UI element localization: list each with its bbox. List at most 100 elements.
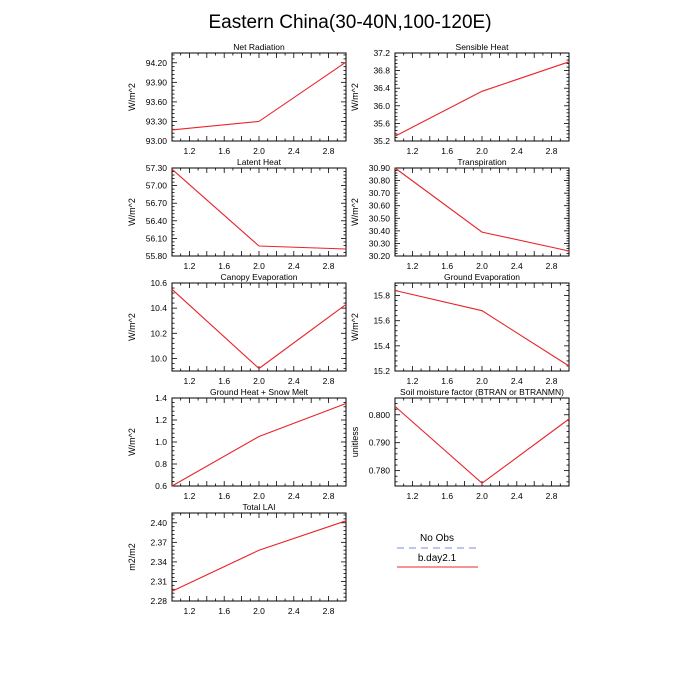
series-line-model: [394, 61, 570, 137]
y-axis-label: W/m^2: [350, 313, 360, 341]
y-tick-label: 0.790: [369, 438, 391, 448]
y-axis-label: unitless: [350, 426, 360, 457]
series-line-model: [394, 289, 570, 367]
y-axis-label: W/m^2: [127, 313, 137, 341]
x-tick-label: 1.2: [183, 376, 195, 386]
x-tick-label: 1.2: [406, 261, 418, 271]
x-tick-label: 2.4: [288, 376, 300, 386]
y-tick-label: 0.8: [155, 459, 167, 469]
x-tick-label: 1.6: [441, 146, 453, 156]
panel-title: Ground Heat + Snow Melt: [210, 387, 309, 397]
y-tick-label: 2.28: [150, 596, 167, 606]
x-tick-label: 1.6: [218, 261, 230, 271]
x-tick-label: 2.4: [511, 491, 523, 501]
y-tick-label: 35.6: [373, 118, 390, 128]
y-tick-label: 36.0: [373, 101, 390, 111]
y-tick-label: 30.50: [369, 213, 391, 223]
y-tick-label: 10.6: [150, 278, 167, 288]
series-line-model: [394, 167, 570, 252]
y-tick-label: 93.30: [146, 116, 168, 126]
y-tick-label: 0.6: [155, 481, 167, 491]
y-tick-label: 30.20: [369, 251, 391, 261]
y-tick-label: 30.30: [369, 238, 391, 248]
x-tick-label: 1.2: [406, 491, 418, 501]
series-line-model: [171, 168, 347, 250]
y-tick-label: 36.8: [373, 66, 390, 76]
x-tick-label: 2.0: [253, 606, 265, 616]
x-tick-label: 2.8: [323, 376, 335, 386]
plot-frame: [171, 397, 347, 487]
panel-title: Soil moisture factor (BTRAN or BTRANMN): [400, 387, 564, 397]
y-tick-label: 36.4: [373, 83, 390, 93]
y-axis-label: W/m^2: [127, 428, 137, 456]
plot-frame: [394, 167, 570, 257]
panel-1: Net Radiation W/m^2 1.2 1.6 2.0 2.4 2.8 93.00 93…: [127, 42, 347, 156]
series-line-model: [394, 405, 570, 484]
y-tick-label: 2.40: [150, 518, 167, 528]
x-tick-label: 2.4: [288, 261, 300, 271]
y-tick-label: 56.40: [146, 216, 168, 226]
panels: Net Radiation W/m^2 1.2 1.6 2.0 2.4 2.8 93.00 93…: [127, 42, 570, 616]
panel-9: Total LAI m2/m2 1.2 1.6 2.0 2.4 2.8 2.28 2.31 2.3…: [127, 502, 347, 616]
x-tick-label: 2.4: [511, 146, 523, 156]
y-tick-label: 30.90: [369, 163, 391, 173]
x-tick-label: 1.2: [406, 376, 418, 386]
panel-6: Ground Evaporation W/m^2 1.2 1.6 2.0 2.4 2.8 15…: [350, 272, 570, 386]
x-tick-label: 2.0: [253, 146, 265, 156]
series-line-model: [171, 288, 347, 370]
y-tick-label: 0.780: [369, 466, 391, 476]
panel-title: Total LAI: [242, 502, 275, 512]
x-tick-label: 1.6: [441, 376, 453, 386]
y-tick-label: 15.8: [373, 291, 390, 301]
panel-4: Transpiration W/m^2 1.2 1.6 2.0 2.4 2.8 30.20 30…: [350, 157, 570, 271]
y-tick-label: 10.4: [150, 303, 167, 313]
y-tick-label: 56.70: [146, 198, 168, 208]
y-tick-label: 30.80: [369, 176, 391, 186]
y-tick-label: 56.10: [146, 233, 168, 243]
panel-title: Net Radiation: [233, 42, 285, 52]
y-axis-label: W/m^2: [127, 83, 137, 111]
x-tick-label: 2.4: [511, 376, 523, 386]
x-tick-label: 2.8: [546, 491, 558, 501]
y-axis-label: W/m^2: [127, 198, 137, 226]
series-line-model: [171, 61, 347, 131]
x-tick-label: 2.8: [323, 261, 335, 271]
panel-title: Ground Evaporation: [444, 272, 520, 282]
figure-title: Eastern China(30-40N,100-120E): [208, 12, 491, 33]
y-tick-label: 30.40: [369, 226, 391, 236]
x-tick-label: 1.2: [406, 146, 418, 156]
y-tick-label: 1.0: [155, 437, 167, 447]
x-tick-label: 2.8: [323, 606, 335, 616]
panel-3: Latent Heat W/m^2 1.2 1.6 2.0 2.4 2.8 55.80 56.1…: [127, 157, 347, 271]
panel-title: Canopy Evaporation: [220, 272, 297, 282]
x-tick-label: 1.2: [183, 146, 195, 156]
y-axis-label: W/m^2: [350, 83, 360, 111]
y-tick-label: 35.2: [373, 136, 390, 146]
y-axis-label: m2/m2: [127, 543, 137, 571]
x-tick-label: 2.4: [511, 261, 523, 271]
y-tick-label: 15.6: [373, 316, 390, 326]
x-tick-label: 2.0: [476, 146, 488, 156]
panel-title: Latent Heat: [237, 157, 282, 167]
x-tick-label: 1.6: [441, 491, 453, 501]
plot-frame: [394, 397, 570, 487]
panel-7: Ground Heat + Snow Melt W/m^2 1.2 1.6 2.0 2.4…: [127, 387, 347, 501]
x-tick-label: 2.8: [546, 261, 558, 271]
legend-model-label: b.day2.1: [418, 553, 457, 564]
x-tick-label: 1.6: [441, 261, 453, 271]
x-tick-label: 2.4: [288, 491, 300, 501]
x-tick-label: 2.0: [476, 376, 488, 386]
x-tick-label: 2.8: [546, 146, 558, 156]
x-tick-label: 2.0: [253, 491, 265, 501]
x-tick-label: 2.0: [476, 261, 488, 271]
x-tick-label: 1.6: [218, 491, 230, 501]
x-tick-label: 2.0: [253, 376, 265, 386]
x-tick-label: 2.0: [253, 261, 265, 271]
y-axis-label: W/m^2: [350, 198, 360, 226]
y-tick-label: 30.70: [369, 188, 391, 198]
y-tick-label: 1.2: [155, 415, 167, 425]
y-tick-label: 55.80: [146, 251, 168, 261]
x-tick-label: 2.8: [323, 491, 335, 501]
y-tick-label: 15.4: [373, 341, 390, 351]
